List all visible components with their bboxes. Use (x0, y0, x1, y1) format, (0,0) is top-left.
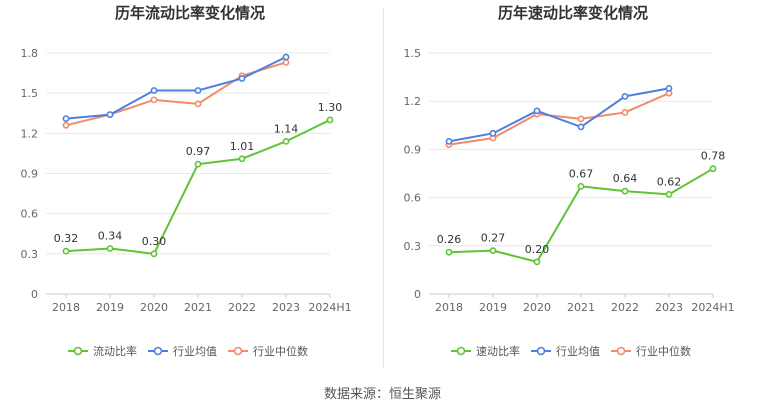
chart-divider (383, 8, 384, 368)
data-point-company (577, 182, 585, 190)
data-label: 1.01 (230, 140, 255, 153)
y-tick-label: 0.6 (404, 192, 422, 205)
legend-label-industry-avg: 行业均值 (556, 345, 600, 358)
data-point-company (665, 190, 673, 198)
x-tick-label: 2023 (272, 301, 300, 314)
y-tick-label: 1.5 (21, 87, 39, 100)
data-point-industry-avg (106, 111, 114, 118)
data-label: 0.67 (569, 167, 594, 180)
data-label: 0.20 (525, 243, 550, 256)
y-tick-label: 0.3 (404, 240, 422, 253)
data-label: 1.14 (274, 122, 299, 135)
data-label: 0.32 (54, 232, 79, 245)
data-label: 1.30 (318, 101, 343, 114)
data-point-company (194, 160, 202, 168)
data-label: 0.62 (657, 175, 682, 188)
data-point-company (106, 245, 114, 252)
data-point-industry-avg (150, 87, 158, 94)
data-label: 0.26 (437, 233, 462, 246)
current-ratio-chart: 历年流动比率变化情况 0 0.3 0.6 0.9 1.2 1.5 1.8 2018 2019 202… (21, 4, 352, 358)
data-point-industry-median (194, 100, 202, 108)
y-tick-label: 1.2 (21, 127, 39, 140)
legend-label-company: 速动比率 (476, 344, 520, 358)
data-point-industry-median (150, 96, 158, 104)
series-line-industry-median (65, 61, 287, 127)
data-point-industry-median (62, 121, 70, 129)
legend-marker-company (73, 346, 83, 356)
data-label: 0.27 (481, 232, 506, 245)
legend-label-company: 流动比率 (93, 344, 137, 358)
legend-marker-industry-median (233, 346, 243, 356)
data-point-company (282, 137, 290, 145)
data-point-industry-avg (445, 137, 453, 145)
x-tick-label: 2021 (567, 301, 595, 314)
legend-marker-industry-avg (536, 346, 546, 356)
series-line-industry-avg (65, 56, 287, 120)
data-label: 0.78 (701, 150, 726, 163)
y-tick-label: 0.6 (21, 208, 39, 221)
data-label: 0.64 (613, 172, 638, 185)
y-tick-label: 0.3 (21, 248, 39, 261)
y-tick-label: 1.5 (404, 47, 422, 60)
x-tick-label: 2019 (479, 301, 507, 314)
legend-label-industry-median: 行业中位数 (253, 344, 308, 358)
data-label: 0.34 (98, 229, 123, 242)
data-point-industry-median (577, 115, 585, 123)
quick-ratio-chart: 历年速动比率变化情况 0 0.3 0.6 0.9 1.2 1.5 2018 2019 2020 20… (404, 4, 735, 358)
data-point-company (533, 258, 541, 266)
x-tick-label: 2019 (96, 301, 124, 314)
x-tick-label: 2018 (52, 301, 80, 314)
y-tick-label: 1.8 (21, 47, 39, 60)
legend-label-industry-avg: 行业均值 (173, 345, 217, 358)
data-point-company (326, 116, 334, 124)
data-point-industry-avg (621, 92, 629, 100)
legend-label-industry-median: 行业中位数 (636, 344, 691, 358)
data-point-company (62, 247, 70, 255)
x-tick-label: 2020 (140, 301, 168, 314)
x-tick-label: 2018 (435, 301, 463, 314)
x-tick-label: 2023 (655, 301, 683, 314)
x-tick-label: 2024H1 (691, 301, 734, 314)
data-label: 0.97 (186, 145, 211, 158)
y-tick-label: 0.9 (21, 168, 39, 181)
y-tick-label: 0.9 (404, 143, 422, 156)
x-tick-label: 2024H1 (308, 301, 351, 314)
data-point-industry-median (621, 109, 629, 116)
chart-title: 历年流动比率变化情况 (115, 4, 265, 22)
series-line-industry-median (448, 92, 670, 146)
data-point-industry-avg (577, 123, 585, 131)
data-point-industry-avg (489, 129, 497, 137)
y-tick-label: 1.2 (404, 95, 422, 108)
data-point-company (709, 165, 717, 173)
x-tick-label: 2022 (228, 301, 256, 314)
x-tick-label: 2020 (523, 301, 551, 314)
data-point-industry-avg (194, 87, 202, 94)
series-line-industry-avg (448, 87, 670, 143)
data-point-industry-avg (282, 53, 290, 61)
data-point-company (150, 250, 158, 258)
data-point-company (621, 187, 629, 195)
data-point-industry-avg (533, 107, 541, 115)
data-point-industry-median (282, 58, 290, 66)
data-point-company (445, 248, 453, 256)
data-label: 0.30 (142, 235, 167, 248)
data-point-company (489, 247, 497, 255)
legend-marker-industry-avg (153, 346, 163, 356)
data-point-industry-avg (62, 115, 70, 123)
y-tick-label: 0 (31, 288, 38, 301)
x-tick-label: 2021 (184, 301, 212, 314)
data-point-industry-avg (238, 75, 246, 82)
legend-marker-company (456, 346, 466, 356)
legend-marker-industry-median (616, 346, 626, 356)
data-point-company (238, 155, 246, 163)
data-source-note: 数据来源：恒生聚源 (323, 387, 441, 402)
chart-title: 历年速动比率变化情况 (498, 4, 648, 22)
x-tick-label: 2022 (611, 301, 639, 314)
data-point-industry-avg (665, 84, 673, 92)
y-tick-label: 0 (414, 288, 421, 301)
